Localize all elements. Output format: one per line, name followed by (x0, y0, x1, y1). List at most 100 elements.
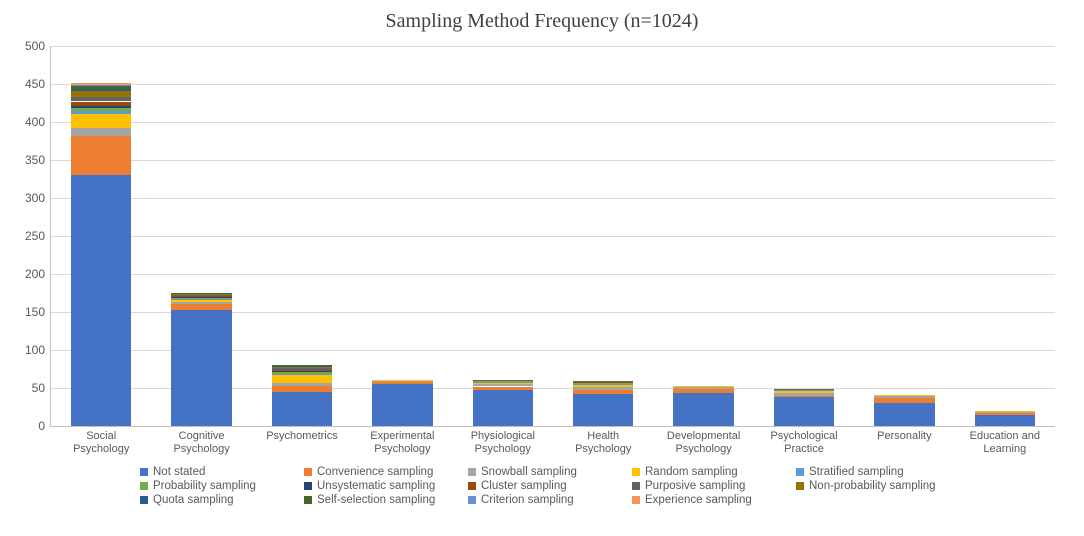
legend-swatch (796, 468, 804, 476)
bar-segment (774, 391, 834, 393)
plot-area: 050100150200250300350400450500SocialPsyc… (50, 46, 1055, 427)
legend-swatch (796, 482, 804, 490)
legend-item: Cluster sampling (468, 480, 632, 492)
bar-segment (71, 114, 131, 128)
bar-segment (272, 368, 332, 370)
y-tick-label: 100 (25, 343, 51, 357)
bar-slot: Education andLearning (955, 46, 1055, 426)
legend-row: Quota samplingSelf-selection samplingCri… (140, 494, 960, 506)
legend-swatch (468, 468, 476, 476)
bar-segment (874, 398, 934, 403)
bar-segment (71, 85, 131, 87)
bar-segment (272, 370, 332, 372)
chart-title: Sampling Method Frequency (n=1024) (0, 0, 1084, 40)
bar-segment (71, 175, 131, 426)
x-category-label: ExperimentalPsychology (352, 426, 452, 455)
y-tick-label: 350 (25, 153, 51, 167)
bar-segment (272, 386, 332, 392)
bar-segment (473, 380, 533, 381)
x-category-label: DevelopmentalPsychology (653, 426, 753, 455)
y-tick-label: 250 (25, 229, 51, 243)
bar-segment (774, 393, 834, 396)
bar-slot: HealthPsychology (553, 46, 653, 426)
bar-segment (71, 102, 131, 107)
bar-segment (774, 389, 834, 390)
legend-item: Not stated (140, 466, 304, 478)
bar-segment (673, 389, 733, 393)
y-tick-label: 200 (25, 267, 51, 281)
legend-item: Self-selection sampling (304, 494, 468, 506)
y-tick-label: 50 (32, 381, 51, 395)
y-tick-label: 300 (25, 191, 51, 205)
bar-slot: DevelopmentalPsychology (653, 46, 753, 426)
x-category-label: Psychometrics (252, 426, 352, 443)
bar-segment (975, 411, 1035, 412)
bar-segment (573, 385, 633, 387)
bar-segment (473, 384, 533, 386)
x-category-label: Personality (854, 426, 954, 443)
bar-slot: PhysiologicalPsychology (453, 46, 553, 426)
bar-slot: Personality (854, 46, 954, 426)
bar-segment (171, 302, 231, 304)
bar-segment (372, 382, 432, 384)
bar-segment (171, 310, 231, 426)
bar-segment (71, 91, 131, 97)
bar-slot: CognitivePsychology (151, 46, 251, 426)
bar-segment (975, 415, 1035, 426)
legend-swatch (304, 482, 312, 490)
legend-label: Non-probability sampling (809, 480, 936, 492)
bar-segment (573, 394, 633, 426)
legend-item: Criterion sampling (468, 494, 632, 506)
bar-segment (774, 396, 834, 398)
bar-segment (272, 383, 332, 386)
legend-item: Experience sampling (632, 494, 796, 506)
legend-swatch (632, 482, 640, 490)
legend-swatch (140, 496, 148, 504)
bar-segment (975, 413, 1035, 415)
legend-row: Probability sampling Unsystematic samplin… (140, 480, 960, 492)
legend-label: Probability sampling (153, 480, 256, 492)
legend-swatch (140, 468, 148, 476)
legend-item: Random sampling (632, 466, 796, 478)
bar-segment (171, 304, 231, 310)
legend-label: Stratified sampling (809, 466, 904, 478)
legend-label: Unsystematic sampling (317, 480, 435, 492)
bar-segment (673, 387, 733, 389)
bar-segment (473, 383, 533, 385)
legend-swatch (140, 482, 148, 490)
legend-label: Cluster sampling (481, 480, 567, 492)
legend-swatch (304, 496, 312, 504)
bar-segment (272, 392, 332, 426)
bar-slot: Psychometrics (252, 46, 352, 426)
legend-swatch (632, 468, 640, 476)
legend-label: Experience sampling (645, 494, 752, 506)
legend-label: Convenience sampling (317, 466, 433, 478)
legend-item: Purposive sampling (632, 480, 796, 492)
bar-segment (171, 294, 231, 296)
x-category-label: CognitivePsychology (151, 426, 251, 455)
legend-label: Not stated (153, 466, 205, 478)
bar-segment (272, 372, 332, 374)
legend-item: Unsystematic sampling (304, 480, 468, 492)
bar-segment (272, 375, 332, 383)
bar-segment (372, 380, 432, 381)
bar-slot: PsychologicalPractice (754, 46, 854, 426)
x-category-label: Education andLearning (955, 426, 1055, 455)
x-category-label: SocialPsychology (51, 426, 151, 455)
bar-segment (171, 293, 231, 294)
legend: Not stated Convenience sampling Snowball s… (140, 466, 960, 508)
bar-segment (673, 386, 733, 387)
chart-container: Sampling Method Frequency (n=1024) 05010… (0, 0, 1084, 536)
bar-segment (272, 374, 332, 376)
legend-swatch (632, 496, 640, 504)
bar-segment (272, 367, 332, 369)
y-tick-label: 450 (25, 77, 51, 91)
legend-item: Snowball sampling (468, 466, 632, 478)
legend-label: Snowball sampling (481, 466, 577, 478)
bar-segment (71, 111, 131, 114)
bar-segment (171, 300, 231, 302)
legend-item: Probability sampling (140, 480, 304, 492)
bar-segment (874, 396, 934, 398)
y-tick-label: 150 (25, 305, 51, 319)
y-tick-label: 500 (25, 39, 51, 53)
